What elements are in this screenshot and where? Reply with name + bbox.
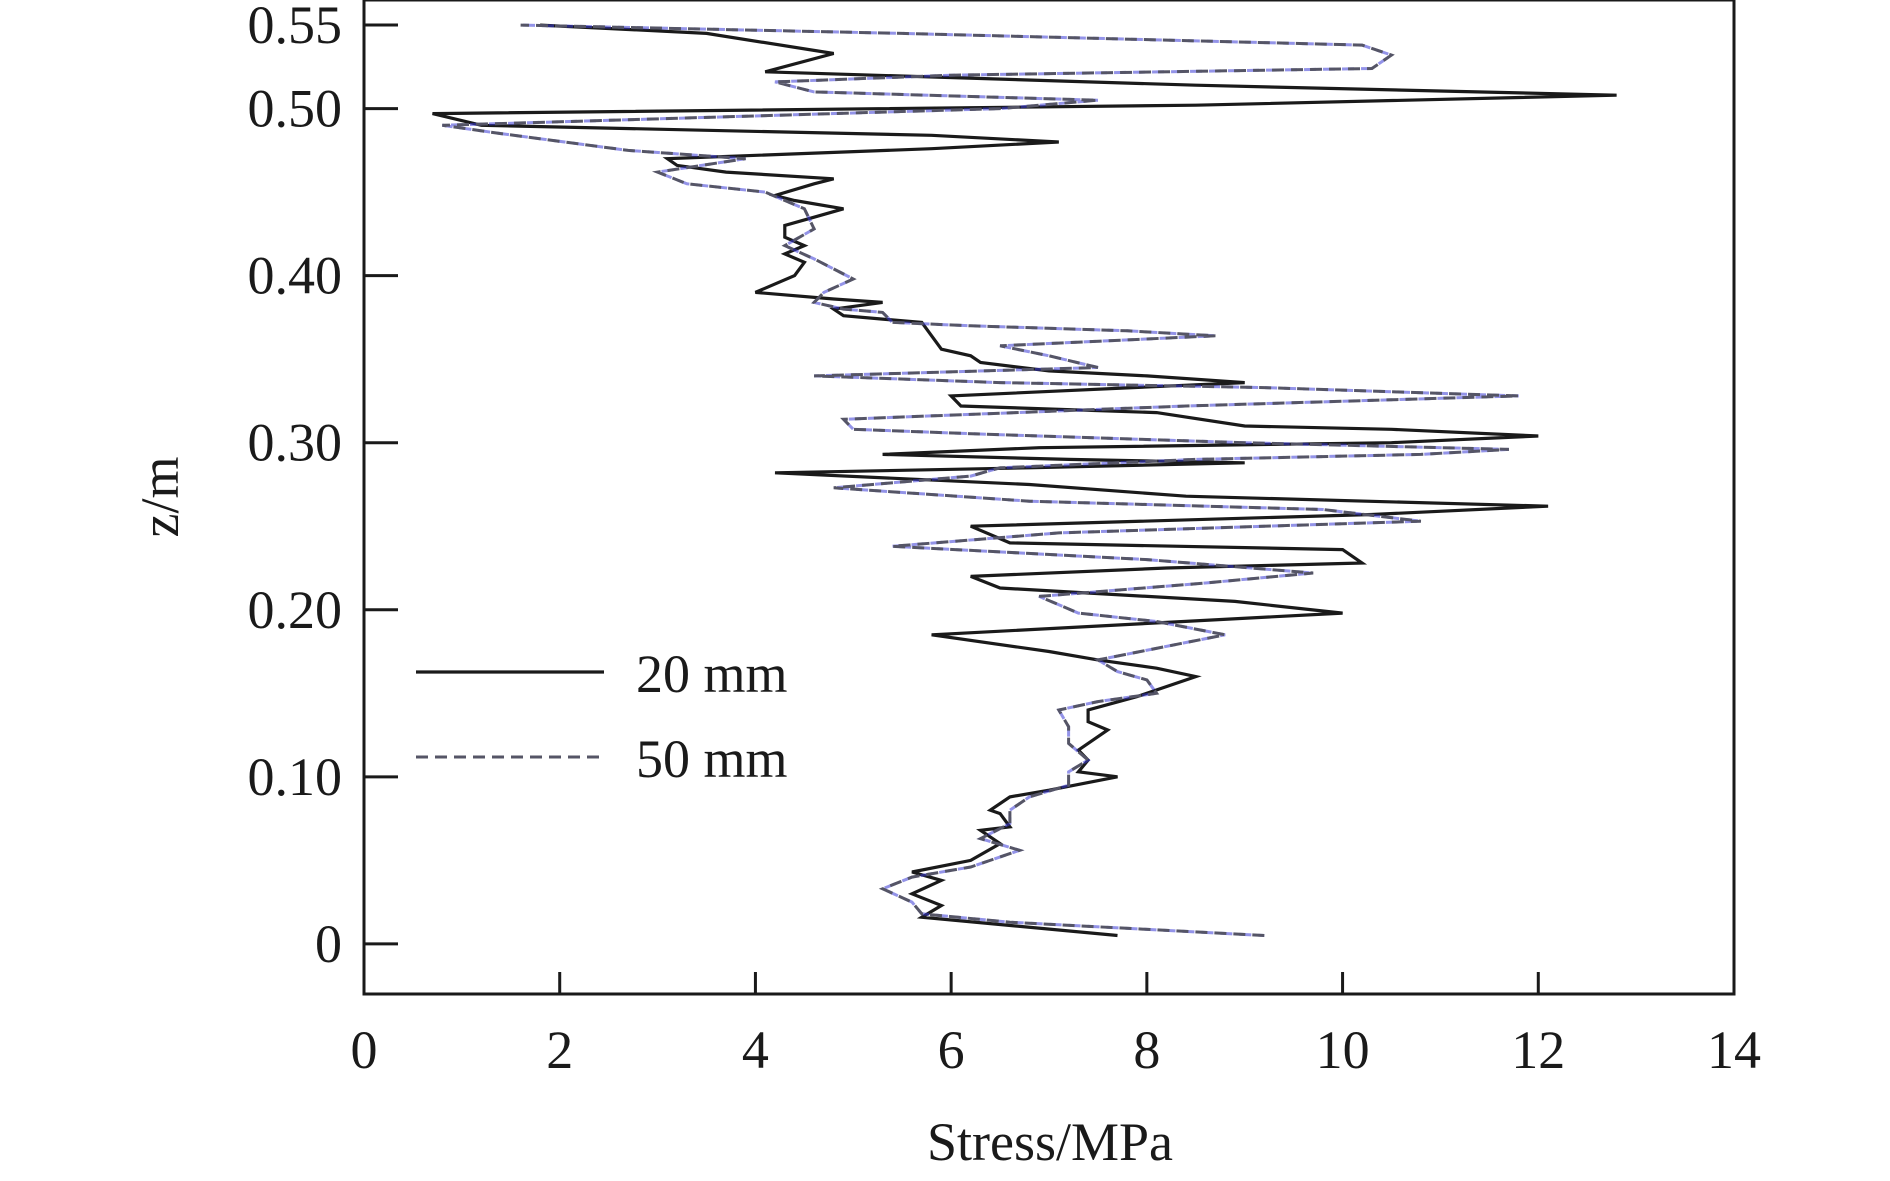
- x-tick-label: 12: [1511, 1020, 1565, 1080]
- y-tick-label: 0.55: [248, 0, 343, 55]
- legend-label-20mm: 20 mm: [636, 644, 788, 704]
- x-tick-label: 8: [1133, 1020, 1160, 1080]
- x-axis-title: Stress/MPa: [927, 1112, 1173, 1172]
- x-tick-label: 6: [938, 1020, 965, 1080]
- x-tick-label: 2: [546, 1020, 573, 1080]
- y-axis: 0 0.10 0.20 0.30 0.40 0.50 0.55: [248, 0, 398, 974]
- y-tick-label: 0: [315, 914, 342, 974]
- x-tick-label: 14: [1707, 1020, 1761, 1080]
- y-tick-label: 0.10: [248, 747, 343, 807]
- plot-area-frame: [362, 0, 1736, 996]
- x-tick-label: 4: [742, 1020, 769, 1080]
- series-layer: [432, 23, 1617, 938]
- series-line-20mm: [432, 23, 1617, 938]
- legend: 20 mm 50 mm: [416, 644, 788, 789]
- series-50mm-accent-line: [442, 23, 1519, 937]
- y-tick-label: 0.50: [248, 79, 343, 139]
- y-tick-label: 0.30: [248, 413, 343, 473]
- y-axis-title: z/m: [130, 457, 190, 538]
- legend-label-50mm: 50 mm: [636, 729, 788, 789]
- x-tick-label: 10: [1316, 1020, 1370, 1080]
- x-axis: 0 2 4 6 8 10 12 14: [351, 972, 1761, 1080]
- x-tick-label: 0: [351, 1020, 378, 1080]
- series-line-50mm: [442, 23, 1519, 937]
- y-tick-label: 0.40: [248, 246, 343, 306]
- y-tick-label: 0.20: [248, 580, 343, 640]
